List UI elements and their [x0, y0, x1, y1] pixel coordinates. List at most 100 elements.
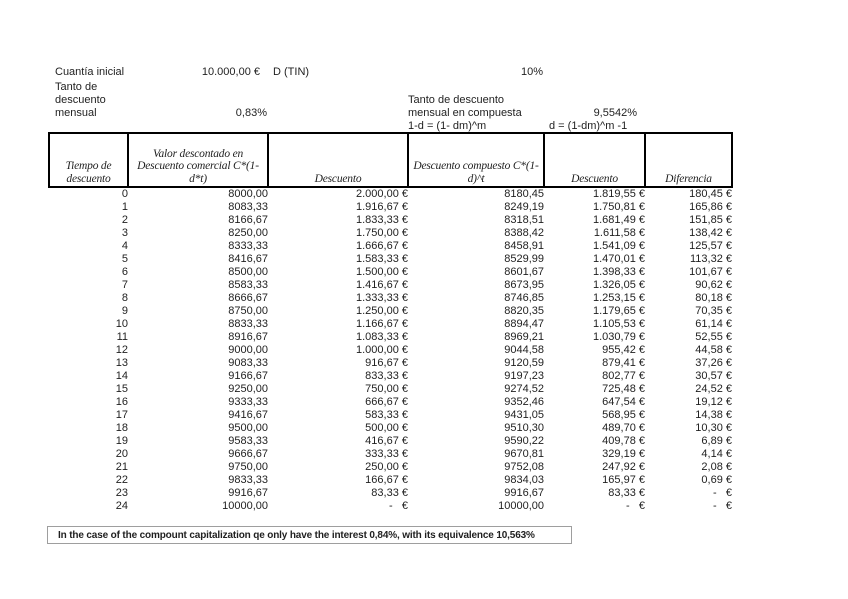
- cell: 9: [121, 305, 128, 317]
- cell: 7: [121, 279, 128, 291]
- cell: - €: [626, 500, 645, 512]
- cell: 17: [115, 409, 128, 421]
- cell: 8166,67: [228, 214, 268, 226]
- cell: 9510,30: [504, 422, 544, 434]
- cell: 9666,67: [228, 448, 268, 460]
- table-row: 7 8583,33 1.416,67 € 8673,95 1.326,05 € 90,62…: [49, 279, 732, 292]
- cell: 1.819,55 €: [593, 188, 645, 200]
- header-valor-comercial: Valor descontado en Descuento comercial …: [127, 132, 269, 188]
- cell: 165,97 €: [602, 474, 645, 486]
- tanto-mensual-value: 0,83%: [235, 107, 267, 119]
- table-row: 14 9166,67 833,33 € 9197,23 802,77 € 30,57 €: [49, 370, 732, 383]
- cell: 8388,42: [504, 227, 544, 239]
- cell: 9352,46: [504, 396, 544, 408]
- header-descuento-comercial: Descuento: [267, 132, 409, 188]
- cell: 8180,45: [504, 188, 544, 200]
- cell: 0: [121, 188, 128, 200]
- cell: 83,33 €: [608, 487, 645, 499]
- cell: 14: [115, 370, 128, 382]
- cell: 9590,22: [504, 435, 544, 447]
- cell: - €: [713, 487, 732, 499]
- table-row: 13 9083,33 916,67 € 9120,59 879,41 € 37,26 €: [49, 357, 732, 370]
- table-header: Tiempo de descuento Valor descontado en …: [48, 132, 733, 188]
- cell: 52,55 €: [695, 331, 732, 343]
- cell: 8583,33: [228, 279, 268, 291]
- cell: 30,57 €: [695, 370, 732, 382]
- table-row: 11 8916,67 1.083,33 € 8969,21 1.030,79 € 52,5…: [49, 331, 732, 344]
- cell: 489,70 €: [602, 422, 645, 434]
- cell: 1.253,15 €: [593, 292, 645, 304]
- cell: - €: [713, 500, 732, 512]
- cell: 1.750,00 €: [356, 227, 408, 239]
- cell: 9670,81: [504, 448, 544, 460]
- table-row: 2 8166,67 1.833,33 € 8318,51 1.681,49 € 151,8…: [49, 214, 732, 227]
- cell: 583,33 €: [365, 409, 408, 421]
- cell: 409,78 €: [602, 435, 645, 447]
- cell: 9416,67: [228, 409, 268, 421]
- cell: 333,33 €: [365, 448, 408, 460]
- cell: 9083,33: [228, 357, 268, 369]
- cell: 9333,33: [228, 396, 268, 408]
- table-body: 0 8000,00 2.000,00 € 8180,45 1.819,55 € 180,4…: [49, 187, 732, 513]
- cell: 1.916,67 €: [356, 201, 408, 213]
- cell: 9000,00: [228, 344, 268, 356]
- cell: 1.030,79 €: [593, 331, 645, 343]
- cell: 2.000,00 €: [356, 188, 408, 200]
- cuantia-inicial-label: Cuantía inicial: [55, 66, 125, 78]
- cell: 138,42 €: [689, 227, 732, 239]
- cell: 8333,33: [228, 240, 268, 252]
- note-text: In the case of the compount capitalizati…: [58, 529, 535, 541]
- table-row: 4 8333,33 1.666,67 € 8458,91 1.541,09 € 125,5…: [49, 240, 732, 253]
- cell: 70,35 €: [695, 305, 732, 317]
- header-row: Tiempo de descuento Valor descontado en …: [48, 132, 733, 188]
- cell: 9500,00: [228, 422, 268, 434]
- table-row: 23 9916,67 83,33 € 9916,67 83,33 € - €: [49, 487, 732, 500]
- cell: 3: [121, 227, 128, 239]
- cell: 8318,51: [504, 214, 544, 226]
- cell: 8601,67: [504, 266, 544, 278]
- cell: 8820,35: [504, 305, 544, 317]
- cell: 6: [121, 266, 128, 278]
- tin-value: 10%: [520, 66, 543, 78]
- table-row: 24 10000,00 - € 10000,00 - € - €: [49, 500, 732, 513]
- cell: 23: [115, 487, 128, 499]
- cell: 4,14 €: [701, 448, 732, 460]
- table-row: 20 9666,67 333,33 € 9670,81 329,19 € 4,14 €: [49, 448, 732, 461]
- cell: 1.166,67 €: [356, 318, 408, 330]
- cell: 113,32 €: [689, 253, 732, 265]
- cell: 1.250,00 €: [356, 305, 408, 317]
- cell: 500,00 €: [365, 422, 408, 434]
- table-row: 19 9583,33 416,67 € 9590,22 409,78 € 6,89 €: [49, 435, 732, 448]
- table-row: 9 8750,00 1.250,00 € 8820,35 1.179,65 € 70,35…: [49, 305, 732, 318]
- cell: 1.500,00 €: [356, 266, 408, 278]
- cell: 1.681,49 €: [593, 214, 645, 226]
- cell: 90,62 €: [695, 279, 732, 291]
- formula-1d: 1-d = (1- dm)^m: [408, 120, 487, 132]
- table-row: 6 8500,00 1.500,00 € 8601,67 1.398,33 € 101,6…: [49, 266, 732, 279]
- cell: 1.083,33 €: [356, 331, 408, 343]
- cell: 955,42 €: [602, 344, 645, 356]
- cell: 647,54 €: [602, 396, 645, 408]
- cell: 9916,67: [504, 487, 544, 499]
- cell: 8458,91: [504, 240, 544, 252]
- discount-table: Tiempo de descuento Valor descontado en …: [48, 132, 733, 513]
- cell: 329,19 €: [602, 448, 645, 460]
- cell: 83,33 €: [371, 487, 408, 499]
- formula-d: d = (1-dm)^m -1: [549, 120, 628, 132]
- cell: 8894,47: [504, 318, 544, 330]
- tanto-mensual-label: Tanto de descuento mensual: [55, 81, 106, 119]
- cell: 9916,67: [228, 487, 268, 499]
- cell: 14,38 €: [695, 409, 732, 421]
- cell: 4: [121, 240, 128, 252]
- cell: 166,67 €: [365, 474, 408, 486]
- table-row: 21 9750,00 250,00 € 9752,08 247,92 € 2,08 €: [49, 461, 732, 474]
- cell: 8: [121, 292, 128, 304]
- cuantia-inicial-value: 10.000,00 €: [201, 66, 260, 78]
- cell: 1.833,33 €: [356, 214, 408, 226]
- note-box: In the case of the compount capitalizati…: [47, 526, 572, 544]
- table-row: 22 9833,33 166,67 € 9834,03 165,97 € 0,69 €: [49, 474, 732, 487]
- cell: 6,89 €: [701, 435, 732, 447]
- cell: 18: [115, 422, 128, 434]
- cell: 1.750,81 €: [593, 201, 645, 213]
